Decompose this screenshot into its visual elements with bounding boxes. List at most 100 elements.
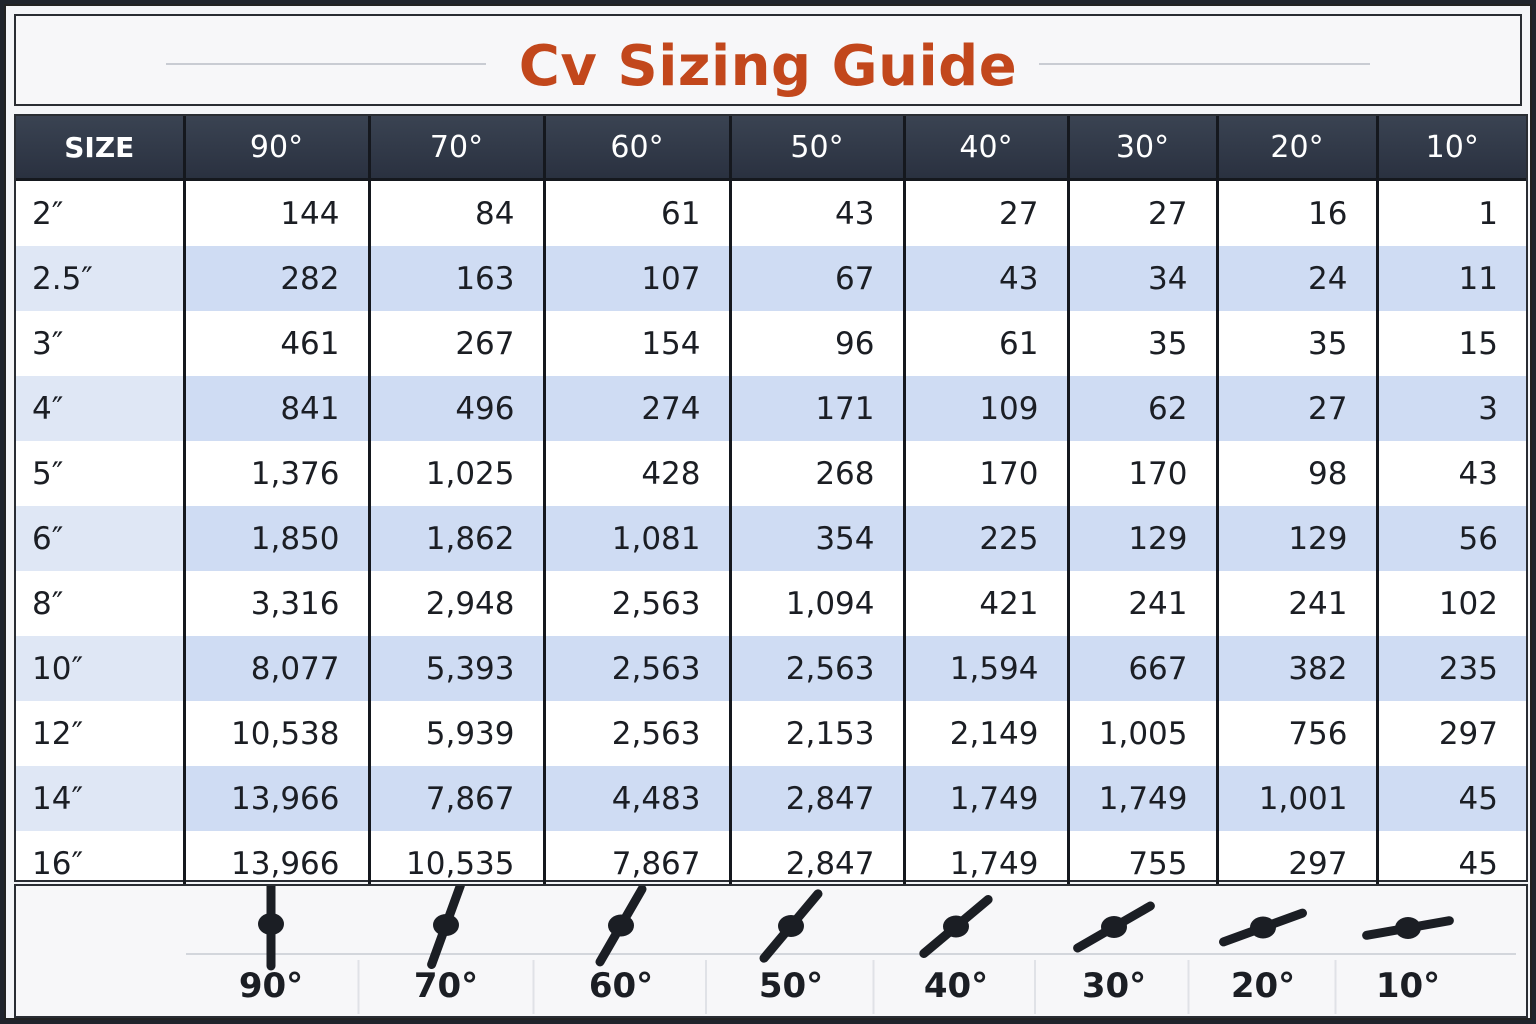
cv-value-cell: 98 <box>1217 441 1379 506</box>
cv-value-cell: 10,538 <box>184 701 371 766</box>
title-banner: Cv Sizing Guide <box>14 14 1522 106</box>
size-cell: 8″ <box>16 571 186 636</box>
angle-label: 70° <box>413 966 479 1006</box>
cv-value-cell: 163 <box>369 246 546 311</box>
cv-value-cell: 274 <box>544 376 732 441</box>
valve-angle-diagram: 90° 70° 60° 50° 40° 30° 20° 10° <box>14 884 1528 1018</box>
column-header-angle: 70° <box>369 116 546 181</box>
cv-value-cell: 1,376 <box>184 441 371 506</box>
cv-value-cell: 43 <box>1458 455 1498 492</box>
cv-value-cell: 27 <box>1068 179 1219 246</box>
table-row: 3″ 461 267 154 96 61 35 35 15 <box>16 311 1526 376</box>
valve-disc-drawing <box>186 886 1516 1014</box>
cv-value-cell: 841 <box>184 376 371 441</box>
cv-value-cell: 282 <box>184 246 371 311</box>
column-header-angle: 50° <box>730 116 906 181</box>
cv-value-cell: 2,847 <box>730 766 906 831</box>
cv-table: SIZE 90° 70° 60° 50° 40° 30° 20° 10° 2″ 144 84 61 43… <box>14 114 1528 896</box>
cv-value-cell: 45 <box>1377 766 1526 831</box>
cv-value-cell: 1,025 <box>369 441 546 506</box>
cv-value-cell: 84 <box>369 179 546 246</box>
cv-value-cell: 144 <box>184 179 371 246</box>
size-cell: 3″ <box>16 311 186 376</box>
cv-value-cell: 241 <box>1217 571 1379 636</box>
cv-value-cell: 43 <box>730 179 906 246</box>
cv-value-cell: 5,393 <box>369 636 546 701</box>
cv-value-cell: 1,749 <box>904 766 1070 831</box>
column-header-angle: 60° <box>544 116 732 181</box>
table-row: 10″ 8,077 5,393 2,563 2,563 1,594 667 382 235 <box>16 636 1526 701</box>
table-body: 2″ 144 84 61 43 27 27 16 1 2.5″ 282 163 107 67 43 34 24 1… <box>16 179 1526 896</box>
angle-label: 20° <box>1230 966 1296 1006</box>
table-row: 2.5″ 282 163 107 67 43 34 24 11 <box>16 246 1526 311</box>
cv-value-cell: 382 <box>1217 636 1379 701</box>
cv-value-cell: 35 <box>1217 311 1379 376</box>
cv-value-cell: 3,316 <box>184 571 371 636</box>
cv-value-cell: 61 <box>544 179 732 246</box>
cv-value-cell: 1,850 <box>184 506 371 571</box>
size-cell: 4″ <box>16 376 186 441</box>
cv-value-cell: 7,867 <box>369 766 546 831</box>
cv-value-cell: 461 <box>184 311 371 376</box>
cv-value-cell: 27 <box>1217 376 1379 441</box>
angle-label: 90° <box>238 966 304 1006</box>
valve-disc-icon <box>919 895 993 958</box>
size-cell: 2.5″ <box>16 246 186 311</box>
cv-value-cell: 34 <box>1068 246 1219 311</box>
cv-value-cell: 2,153 <box>730 701 906 766</box>
angle-label: 30° <box>1081 966 1147 1006</box>
table-row: 14″ 13,966 7,867 4,483 2,847 1,749 1,749 1,001 4… <box>16 766 1526 831</box>
column-header-angle: 20° <box>1217 116 1379 181</box>
cv-value-cell: 2,563 <box>544 636 732 701</box>
cv-value-cell: 1,005 <box>1068 701 1219 766</box>
cv-value-cell: 756 <box>1217 701 1379 766</box>
cv-value-cell: 67 <box>730 246 906 311</box>
cv-value-cell: 13,966 <box>184 766 371 831</box>
cv-value-cell: 1,081 <box>544 506 732 571</box>
cv-value-cell: 1,862 <box>369 506 546 571</box>
cv-value-cell: 170 <box>1068 441 1219 506</box>
cv-value-cell: 667 <box>1068 636 1219 701</box>
cv-value-cell: 56 <box>1377 506 1526 571</box>
cv-value-cell: 428 <box>544 441 732 506</box>
valve-disc-icon <box>427 886 465 969</box>
table-row: 5″ 1,376 1,025 428 268 170 170 98 43 <box>16 441 1526 506</box>
table-row: 12″ 10,538 5,939 2,563 2,153 2,149 1,005 756 297 <box>16 701 1526 766</box>
cv-value-cell: 11 <box>1377 246 1526 311</box>
cv-value-cell: 43 <box>904 246 1070 311</box>
cv-value-cell: 241 <box>1068 571 1219 636</box>
cv-value-cell: 2,948 <box>369 571 546 636</box>
table-row: 2″ 144 84 61 43 27 27 16 1 <box>16 179 1526 246</box>
valve-disc-icon <box>1219 908 1307 947</box>
angle-label: 50° <box>758 966 824 1006</box>
cv-value-cell: 1,094 <box>730 571 906 636</box>
valve-disc-icon <box>1362 916 1454 940</box>
cv-value-cell: 24 <box>1217 246 1379 311</box>
cv-value-cell: 170 <box>904 441 1070 506</box>
column-header-angle: 40° <box>904 116 1070 181</box>
size-cell: 2″ <box>16 179 186 246</box>
valve-disc-icon <box>1073 901 1155 953</box>
column-header-angle: 90° <box>184 116 371 181</box>
cv-value-cell: 129 <box>1217 506 1379 571</box>
table-row: 6″ 1,850 1,862 1,081 354 225 129 129 56 <box>16 506 1526 571</box>
cv-value-cell: 2,563 <box>544 701 732 766</box>
cv-value-cell: 61 <box>904 311 1070 376</box>
cv-value-cell: 268 <box>730 441 906 506</box>
column-header-angle: 30° <box>1068 116 1219 181</box>
cv-value-cell: 297 <box>1438 715 1498 752</box>
cv-value-cell: 107 <box>544 246 732 311</box>
cv-value-cell: 2,563 <box>544 571 732 636</box>
cv-value-cell: 154 <box>544 311 732 376</box>
cv-value-cell: 267 <box>369 311 546 376</box>
size-cell: 10″ <box>16 636 186 701</box>
cv-value-cell: 1,594 <box>904 636 1070 701</box>
cv-value-cell: 1,001 <box>1217 766 1379 831</box>
cv-value-cell: 3 <box>1377 376 1526 441</box>
cv-value-cell: 27 <box>904 179 1070 246</box>
cv-value-cell: 354 <box>730 506 906 571</box>
angle-label: 60° <box>588 966 654 1006</box>
cv-value-cell: 16 <box>1217 179 1379 246</box>
cv-value-cell: 45 <box>1458 845 1498 882</box>
cv-value-cell: 1,749 <box>1068 766 1219 831</box>
